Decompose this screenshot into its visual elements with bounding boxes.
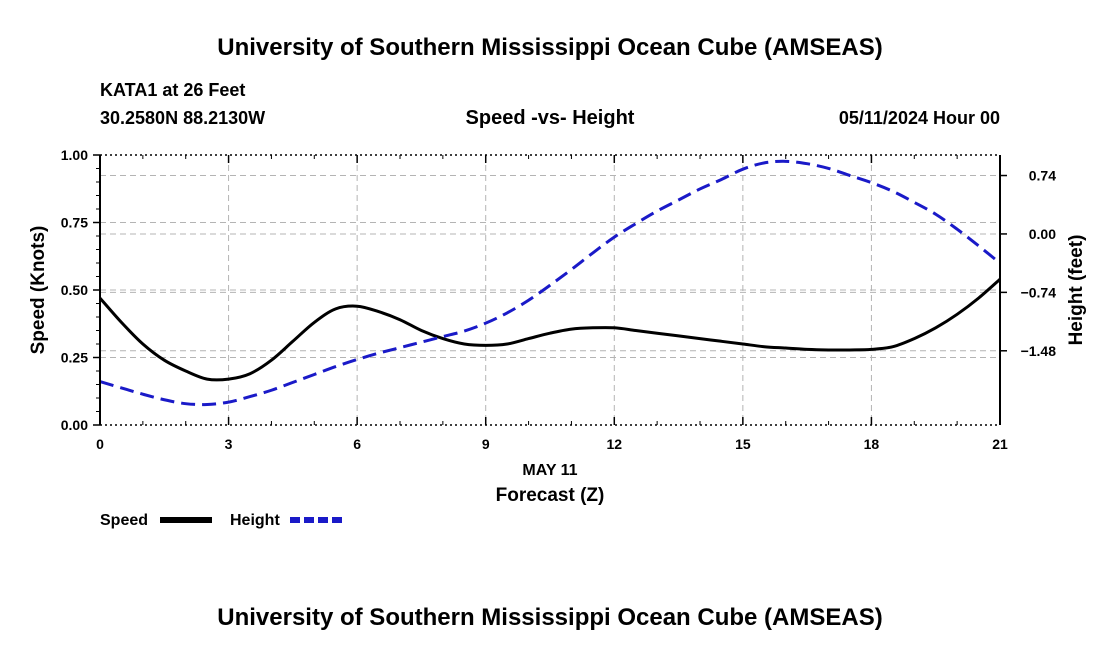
x-tick-label: 21 (992, 436, 1008, 452)
series-lines (98, 159, 1001, 407)
y-tick-label: 0.75 (61, 215, 88, 231)
y-tick-label: 0.00 (61, 417, 88, 433)
x-tick-label: 3 (225, 436, 233, 452)
y2-tick-label: 0.74 (1029, 168, 1056, 184)
x-tick-label: 18 (864, 436, 880, 452)
station-label: KATA1 at 26 Feet (100, 80, 245, 100)
x-tick-label: 9 (482, 436, 490, 452)
y-axis-label: Speed (Knots) (28, 226, 49, 355)
x-tick-label: 15 (735, 436, 751, 452)
chart-title: Speed -vs- Height (466, 107, 635, 129)
x-tick-label: 12 (606, 436, 622, 452)
x-date-label: MAY 11 (522, 462, 577, 479)
y2-tick-label: −1.48 (1021, 343, 1057, 359)
series-line-speed (98, 278, 1001, 382)
date-label: 05/11/2024 Hour 00 (839, 108, 1000, 128)
footer-title: University of Southern Mississippi Ocean… (217, 604, 882, 631)
y2-axis-label: Height (feet) (1066, 235, 1087, 346)
location-label: 30.2580N 88.2130W (100, 108, 265, 128)
legend-height-label: Height (230, 512, 280, 529)
legend-speed-label: Speed (100, 512, 148, 529)
x-tick-label: 6 (353, 436, 361, 452)
y2-tick-label: −0.74 (1021, 284, 1057, 300)
y-tick-label: 1.00 (61, 147, 88, 163)
y-tick-label: 0.25 (61, 350, 88, 366)
axis-ticks: 0 3 6 9 12 15 18 21 0.00 0.25 0.50 0.75 1.00 0.74 0.00… (61, 147, 1056, 452)
page-title: University of Southern Mississippi Ocean… (217, 34, 882, 61)
x-tick-label: 0 (96, 436, 104, 452)
y2-tick-label: 0.00 (1029, 226, 1056, 242)
series-line-height (99, 159, 1001, 407)
grid-lines (100, 155, 1000, 425)
x-axis-label: Forecast (Z) (496, 485, 605, 506)
y-tick-label: 0.50 (61, 282, 88, 298)
